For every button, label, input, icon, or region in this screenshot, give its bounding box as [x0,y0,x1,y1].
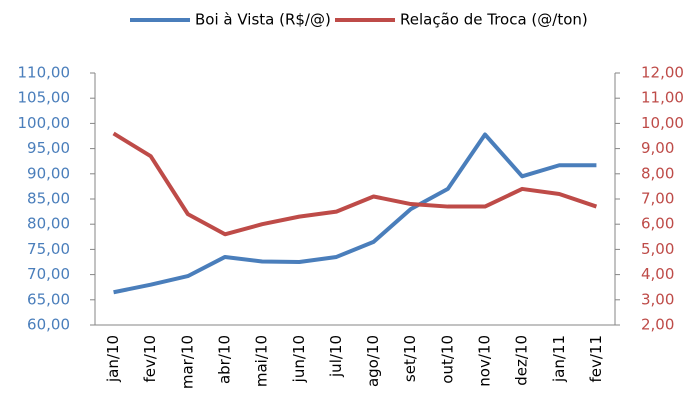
x-tick-label: fev/11 [587,335,605,383]
x-tick-label: jul/10 [327,335,345,378]
x-tick-label: fev/10 [141,335,159,383]
x-tick-label: ago/10 [364,335,382,387]
y-tick-label: 80,00 [27,215,70,233]
x-tick-label: jun/10 [290,335,308,383]
y-tick-label: 65,00 [27,290,70,308]
series-line [112,131,598,237]
y2-tick-label: 10,00 [641,114,684,132]
y-tick-label: 110,00 [18,64,71,82]
y2-tick-label: 4,00 [641,265,674,283]
y-tick-label: 70,00 [27,265,70,283]
y-tick-label: 90,00 [27,164,70,182]
y2-tick-label: 11,00 [641,89,684,107]
y-tick-label: 85,00 [27,190,70,208]
y2-tick-label: 2,00 [641,316,674,334]
x-tick-label: set/10 [401,335,419,382]
series-line [113,132,597,295]
x-tick-label: out/10 [438,335,456,384]
x-tick-label: mai/10 [253,335,271,387]
x-tick-label: abr/10 [216,335,234,384]
y-tick-label: 60,00 [27,316,70,334]
y-tick-label: 105,00 [18,89,71,107]
y2-tick-label: 3,00 [641,290,674,308]
legend-label: Relação de Troca (@/ton) [400,11,588,29]
y2-tick-label: 12,00 [641,64,684,82]
y-tick-label: 75,00 [27,240,70,258]
x-tick-label: mar/10 [178,335,196,389]
y2-tick-label: 9,00 [641,139,674,157]
y2-tick-label: 5,00 [641,240,674,258]
y2-tick-label: 6,00 [641,215,674,233]
x-tick-label: jan/11 [550,335,568,383]
x-tick-label: jan/10 [104,335,122,383]
x-tick-label: nov/10 [476,335,494,387]
y-tick-label: 95,00 [27,139,70,157]
y2-tick-label: 7,00 [641,190,674,208]
legend-label: Boi à Vista (R$/@) [195,11,331,29]
y2-tick-label: 8,00 [641,164,674,182]
x-tick-label: dez/10 [513,335,531,386]
y-tick-label: 100,00 [18,114,71,132]
